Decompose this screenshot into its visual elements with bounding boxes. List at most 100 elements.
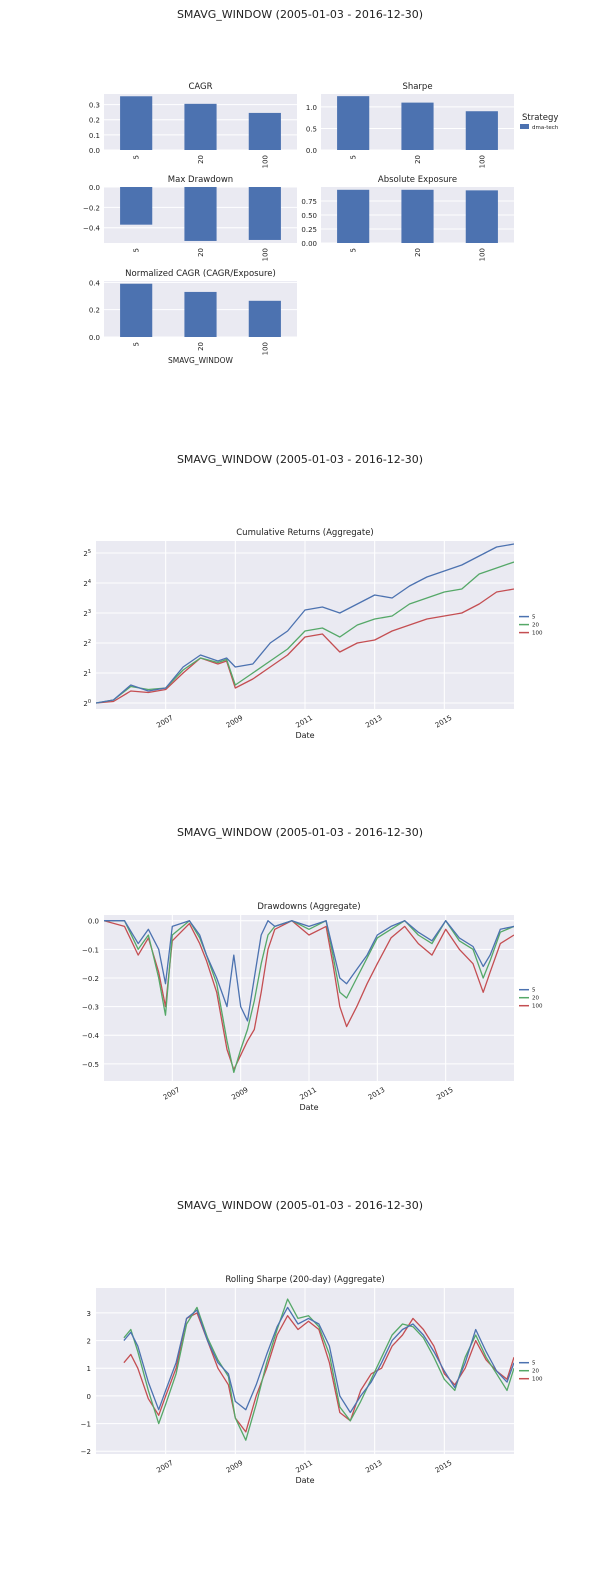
bar-20	[184, 103, 217, 150]
y-tick-exponent: 1	[88, 669, 91, 675]
x-tick-label: 100	[261, 155, 269, 168]
bar-20	[401, 189, 434, 243]
x-tick-label: 100	[478, 248, 486, 261]
series-lines	[104, 920, 514, 1074]
bar-100	[248, 300, 281, 337]
x-tick-label: 2013	[364, 714, 383, 730]
series-line-5	[104, 920, 514, 1022]
x-tick-label: 2007	[155, 1459, 174, 1475]
y-tick-label: 0.00	[301, 240, 317, 248]
figure-title: SMAVG_WINDOW (2005-01-03 - 2016-12-30)	[177, 1199, 423, 1212]
y-tick-exponent: 4	[88, 579, 91, 585]
y-tick-label: 2	[87, 1338, 91, 1346]
y-tick-exponent: 2	[88, 639, 91, 645]
y-tick-label: −0.2	[82, 975, 99, 983]
legend-entry: 5	[532, 988, 536, 994]
bar-5	[120, 283, 153, 337]
chart-title: CAGR	[188, 82, 212, 92]
bar-100	[465, 111, 498, 150]
x-tick-label: 2009	[225, 714, 244, 730]
bar-chart-1: 0.0 0.5 1.0 5 20 100 Sharpe	[306, 82, 514, 168]
y-tick-label: 21	[83, 669, 91, 678]
strategy-legend: Strategy dma-tech	[520, 113, 559, 131]
legend-entry: 100	[532, 1004, 543, 1010]
bar-100	[248, 187, 281, 240]
legend-entry: 20	[532, 623, 539, 629]
x-tick-label: 20	[197, 248, 205, 257]
bar-100	[465, 190, 498, 243]
chart-title: Sharpe	[402, 82, 432, 92]
x-tick-label: 20	[197, 155, 205, 164]
bar-5	[120, 187, 153, 225]
x-tick-label: 2011	[295, 714, 314, 730]
series-legend: 5 20 100	[519, 1361, 543, 1383]
x-axis-label: Date	[299, 1103, 318, 1112]
y-tick-label: 1.0	[306, 104, 317, 112]
y-tick-label: −0.1	[82, 946, 99, 954]
x-tick-label: 100	[261, 342, 269, 355]
chart-title: Rolling Sharpe (200-day) (Aggregate)	[225, 1275, 384, 1285]
y-tick-label: 0.75	[301, 198, 317, 206]
chart-title: Drawdowns (Aggregate)	[257, 902, 360, 912]
line-chart-1: 0.0 −0.1 −0.2 −0.3 −0.4 −0.5 2007 2009 2011 2013 2…	[82, 902, 543, 1112]
x-tick-label: 5	[350, 248, 358, 252]
series-line-5	[96, 543, 514, 704]
y-tick-label: 0.2	[89, 117, 100, 125]
bar-20	[184, 187, 217, 241]
y-tick-exponent: 0	[88, 699, 91, 705]
chart-title: Max Drawdown	[168, 175, 233, 185]
x-tick-label: 2007	[155, 714, 174, 730]
bar-20	[184, 291, 217, 337]
x-tick-label: 20	[414, 155, 422, 164]
y-tick-label: 3	[87, 1310, 91, 1318]
series-lines	[123, 1298, 514, 1441]
bar-20	[401, 102, 434, 150]
x-axis-label: SMAVG_WINDOW	[168, 356, 233, 365]
series-lines	[96, 543, 514, 704]
x-tick-label: 2011	[299, 1086, 318, 1102]
y-tick-label: 25	[83, 549, 91, 558]
x-tick-label: 20	[414, 248, 422, 257]
x-tick-label: 5	[133, 155, 141, 159]
x-tick-label: 2015	[434, 714, 453, 730]
y-tick-label: −0.4	[82, 1032, 100, 1040]
y-tick-label: 1	[87, 1365, 91, 1373]
bar-100	[248, 112, 281, 150]
x-tick-label: 20	[197, 342, 205, 351]
x-tick-label: 2015	[435, 1086, 454, 1102]
x-axis-label: Date	[295, 1476, 314, 1485]
line-chart-2: 3 2 1 0 −1 −2 2007 2009 2011 2013 2015 Rolling Shar…	[81, 1275, 543, 1485]
bar-5	[337, 189, 370, 243]
chart-title: Cumulative Returns (Aggregate)	[236, 528, 374, 538]
y-tick-label: 0.5	[306, 125, 317, 133]
y-tick-label: 23	[83, 609, 91, 618]
series-legend: 5 20 100	[519, 615, 543, 637]
y-tick-label: 0	[87, 1393, 91, 1401]
x-tick-label: 2015	[434, 1459, 453, 1475]
x-tick-label: 2013	[367, 1086, 386, 1102]
y-tick-label: −0.2	[83, 204, 100, 212]
y-tick-label: −1	[81, 1421, 91, 1429]
legend-entry: 5	[532, 615, 536, 621]
x-tick-label: 100	[261, 248, 269, 261]
y-tick-label: 0.1	[89, 132, 100, 140]
y-tick-label: 0.25	[301, 226, 317, 234]
y-tick-label: 0.0	[306, 147, 317, 155]
bar-chart-0: 0.0 0.1 0.2 0.3 5 20 100 CAGR	[89, 82, 297, 168]
x-tick-label: 5	[350, 155, 358, 159]
legend-title: Strategy	[522, 113, 558, 123]
series-line-5	[123, 1306, 514, 1414]
y-tick-label: −2	[81, 1448, 91, 1456]
figure-title: SMAVG_WINDOW (2005-01-03 - 2016-12-30)	[177, 8, 423, 21]
legend-entry: 5	[532, 1361, 536, 1367]
legend-entry: 20	[532, 996, 539, 1002]
y-tick-label: 0.0	[88, 918, 99, 926]
x-tick-label: 2013	[364, 1459, 383, 1475]
x-tick-label: 5	[133, 342, 141, 346]
y-tick-label: 0.0	[89, 147, 100, 155]
legend-entry: dma-tech	[532, 125, 559, 131]
y-tick-label: 24	[83, 579, 91, 588]
x-axis-label: Date	[295, 731, 314, 740]
